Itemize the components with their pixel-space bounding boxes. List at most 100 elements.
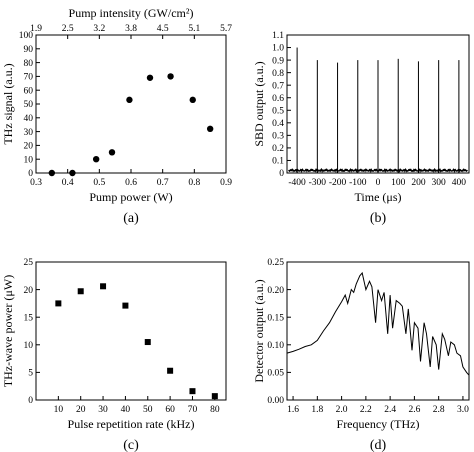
y-tick-label: 0.20 (267, 286, 284, 296)
axis-ticks-c: 10 20 30 40 50 60 70 80 0 5 10 15 20 25 (24, 258, 220, 415)
panel-d: 1.6 1.8 2.0 2.2 2.4 2.6 2.8 3.0 0.00 0.05 0.10 0.15… (252, 258, 470, 452)
y-tick-label: 0.15 (267, 313, 284, 323)
data-point (55, 300, 62, 307)
x-tick-label: 3.0 (457, 405, 469, 415)
y-tick-label: 20 (24, 286, 34, 296)
data-point (211, 393, 218, 400)
data-marks-d (286, 271, 470, 376)
caption-c: (c) (123, 438, 139, 452)
x-axis-label-b: Time (μs) (355, 190, 402, 204)
top-tick-label: 2.5 (62, 24, 74, 34)
y-tick-label: 15 (24, 313, 34, 323)
data-point (189, 96, 196, 104)
x-tick-label: 2.8 (433, 405, 445, 415)
x-tick-label: 40 (121, 405, 131, 415)
y-tick-label: 0.7 (272, 81, 284, 91)
y-tick-label: 100 (19, 31, 34, 41)
y-axis-label-a: THz signal (a.u.) (1, 63, 15, 144)
x-tick-label: 0.3 (30, 178, 42, 188)
top-axis-label-a: Pump intensity (GW/cm²) (69, 6, 194, 20)
y-tick-label: 0.05 (267, 369, 284, 379)
panel-b: -400 -300 -200 -100 0 100 200 300 400 0 0.1 0.2 0.3 0… (252, 31, 470, 226)
data-point (144, 339, 151, 346)
x-tick-label: 0.8 (188, 178, 200, 188)
spectrum-line (286, 271, 470, 376)
y-tick-label: 10 (24, 341, 34, 351)
data-point (100, 283, 107, 290)
y-tick-label: 90 (24, 45, 34, 55)
y-axis-label-b: SBD output (a.u.) (252, 61, 266, 146)
y-tick-label: 20 (24, 142, 34, 152)
data-point (167, 73, 174, 80)
data-point (48, 169, 56, 177)
x-tick-label: 20 (76, 405, 86, 415)
y-tick-label: 0 (28, 396, 33, 406)
y-tick-label: 1.1 (272, 31, 284, 41)
x-tick-label: 0.6 (125, 178, 137, 188)
x-tick-label: 0.4 (62, 178, 74, 188)
axis-ticks-b: -400 -300 -200 -100 0 100 200 300 400 0 0.1 0.2 0.3 0… (272, 31, 466, 188)
plot-frame-d (286, 261, 470, 401)
data-point (206, 125, 214, 133)
data-point (92, 156, 100, 163)
y-tick-label: 10 (24, 155, 34, 165)
y-tick-label: 80 (24, 59, 34, 69)
y-tick-label: 0.2 (272, 144, 284, 154)
panel-a: 0.3 0.4 0.5 0.6 0.7 0.8 0.9 0 10 20 30 40 50 60 70 80 90… (1, 6, 232, 226)
x-tick-label: -200 (329, 178, 347, 188)
data-point (146, 74, 154, 81)
data-point (69, 169, 76, 177)
y-tick-label: 0 (28, 169, 33, 179)
x-tick-label: 0.5 (93, 178, 105, 188)
x-tick-label: 1.8 (311, 405, 323, 415)
y-tick-label: 0.3 (272, 132, 284, 142)
x-tick-label: 0 (376, 178, 381, 188)
y-tick-label: 25 (24, 258, 34, 268)
y-tick-label: 0.10 (267, 341, 284, 351)
top-tick-label: 1.9 (30, 24, 42, 34)
data-point (126, 96, 133, 104)
x-tick-label: 0.7 (157, 178, 169, 188)
x-tick-label: 100 (391, 178, 406, 188)
x-tick-label: -400 (288, 178, 306, 188)
y-tick-label: 0.9 (272, 56, 284, 66)
x-axis-label-c: Pulse repetition rate (kHz) (68, 417, 195, 431)
y-tick-label: 5 (28, 369, 33, 379)
data-point (189, 388, 196, 395)
y-axis-label-c: THz-wave power (μW) (1, 275, 15, 387)
y-tick-label: 0.25 (267, 258, 284, 268)
x-tick-label: 60 (165, 405, 175, 415)
axis-ticks-a: 0.3 0.4 0.5 0.6 0.7 0.8 0.9 0 10 20 30 40 50 60 70 80 90… (19, 24, 232, 188)
x-tick-label: 2.0 (336, 405, 348, 415)
x-tick-label: 0.9 (220, 178, 232, 188)
x-tick-label: -300 (309, 178, 327, 188)
y-tick-label: 60 (24, 86, 34, 96)
caption-b: (b) (370, 211, 387, 226)
x-tick-label: 10 (54, 405, 64, 415)
caption-a: (a) (123, 211, 139, 226)
y-tick-label: 0.8 (272, 69, 284, 79)
data-marks-a (48, 73, 214, 177)
x-axis-label-a: Pump power (W) (89, 190, 172, 204)
data-point (167, 367, 174, 374)
x-tick-label: 2.2 (360, 405, 372, 415)
caption-d: (d) (370, 438, 387, 452)
y-tick-label: 30 (24, 128, 34, 138)
y-tick-label: 1.0 (272, 44, 284, 54)
y-tick-label: 0.4 (272, 119, 284, 129)
data-point (108, 149, 116, 156)
plot-frame-c (35, 261, 227, 401)
data-marks-c (55, 283, 218, 400)
x-tick-label: 70 (188, 405, 198, 415)
y-tick-label: 0 (279, 169, 284, 179)
x-tick-label: 2.6 (408, 405, 420, 415)
data-point (122, 302, 129, 309)
top-tick-label: 5.1 (188, 24, 200, 34)
y-tick-label: 40 (24, 114, 34, 124)
y-tick-label: 0.6 (272, 94, 284, 104)
top-tick-label: 3.8 (125, 24, 137, 34)
x-tick-label: 1.6 (287, 405, 299, 415)
top-tick-label: 5.7 (220, 24, 232, 34)
y-tick-label: 0.1 (272, 157, 284, 167)
